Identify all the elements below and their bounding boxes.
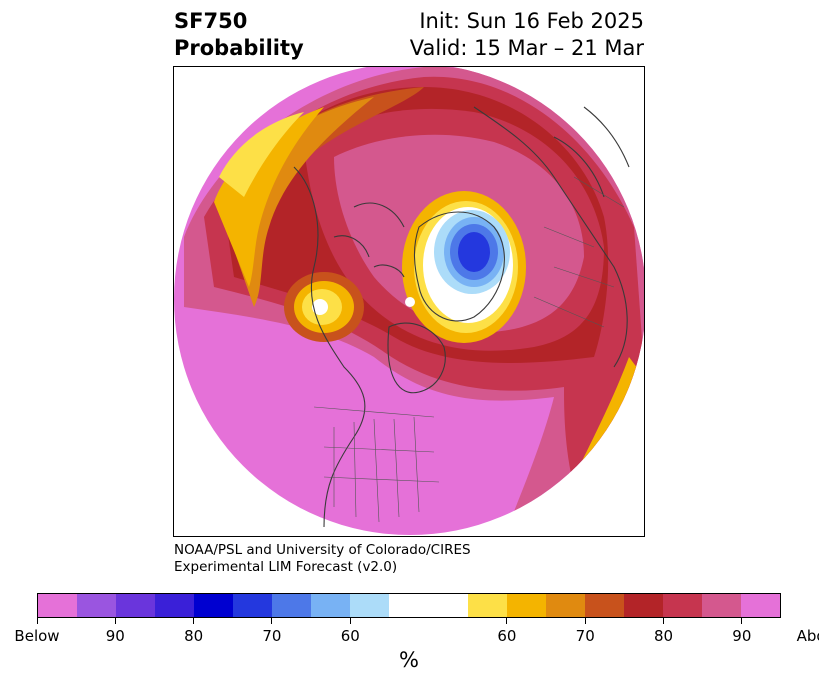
coastlines [293, 106, 630, 528]
colorbar-tick-label: 70 [262, 627, 282, 645]
colorbar-segment [662, 594, 702, 617]
colorbar-segment [389, 594, 468, 617]
colorbar-tick-label: 60 [497, 627, 517, 645]
colorbar-tick-label: 80 [653, 627, 674, 645]
chart-title: SF750 Probability [174, 8, 304, 62]
colorbar-segment [116, 594, 156, 617]
credit-line-2: Experimental LIM Forecast (v2.0) [174, 559, 398, 575]
colorbar-segment [311, 594, 351, 617]
valid-date: Valid: 15 Mar – 21 Mar [409, 36, 644, 60]
colorbar-tick-label: 90 [732, 627, 752, 645]
cold-anomaly-core [458, 232, 490, 272]
credit-line-1: NOAA/PSL and University of Colorado/CIRE… [174, 542, 471, 558]
colorbar-segment [701, 594, 741, 617]
atlantic-neutral-spot [312, 299, 328, 315]
forecast-dates: Init: Sun 16 Feb 2025 Valid: 15 Mar – 21… [410, 8, 644, 62]
map-panel [173, 66, 645, 537]
dark-orange-band [219, 97, 374, 307]
colorbar-tick [114, 618, 116, 624]
colorbar-tick-label: 70 [575, 627, 595, 645]
colorbar-unit: % [399, 648, 419, 672]
greenland-coast [413, 211, 505, 322]
colorbar-tick [741, 618, 743, 624]
colorbar-segment [506, 594, 546, 617]
arctic-islands-coast [333, 202, 405, 278]
colorbar-segment [740, 594, 780, 617]
colorbar-segment [38, 594, 78, 617]
orange-band [214, 107, 324, 287]
init-date: Init: Sun 16 Feb 2025 [419, 9, 644, 33]
colorbar-tick-label: 60 [340, 627, 360, 645]
colorbar-tick-label: 80 [184, 627, 204, 645]
colorbar-tick [506, 618, 508, 624]
colorbar-segment [467, 594, 507, 617]
colorbar-segment [194, 594, 234, 617]
colorbar-tick [271, 618, 273, 624]
hudson-bay-coast [387, 322, 446, 394]
variable-title: SF750 [174, 9, 248, 33]
colorbar-tick-label: Above [796, 627, 819, 645]
us-canada-border [313, 406, 435, 418]
colorbar-segment [350, 594, 390, 617]
north-america-coast [293, 166, 366, 528]
colorbar-tick [584, 618, 586, 624]
colorbar-segment [155, 594, 195, 617]
colorbar-segment [623, 594, 663, 617]
colorbar-segment [272, 594, 312, 617]
pole-marker [405, 297, 415, 307]
probability-map [174, 67, 644, 535]
colorbar-tick-label: Below [14, 627, 60, 645]
colorbar-tick [349, 618, 351, 624]
us-state-lines [323, 416, 440, 523]
product-title: Probability [174, 36, 304, 60]
colorbar-tick-label: 90 [105, 627, 125, 645]
colorbar-segment [233, 594, 273, 617]
colorbar-tick [193, 618, 195, 624]
colorbar-segment [77, 594, 117, 617]
colorbar-segment [545, 594, 585, 617]
eurasia-coast [473, 106, 628, 368]
eurasia-borders [533, 176, 625, 328]
colorbar [37, 593, 781, 618]
europe-coast [553, 106, 630, 198]
colorbar-tick [36, 618, 38, 624]
credit-text: NOAA/PSL and University of Colorado/CIRE… [174, 542, 471, 576]
colorbar-segment [584, 594, 624, 617]
yellow-band [219, 112, 304, 197]
political-boundaries [313, 176, 625, 523]
colorbar-tick [663, 618, 665, 624]
